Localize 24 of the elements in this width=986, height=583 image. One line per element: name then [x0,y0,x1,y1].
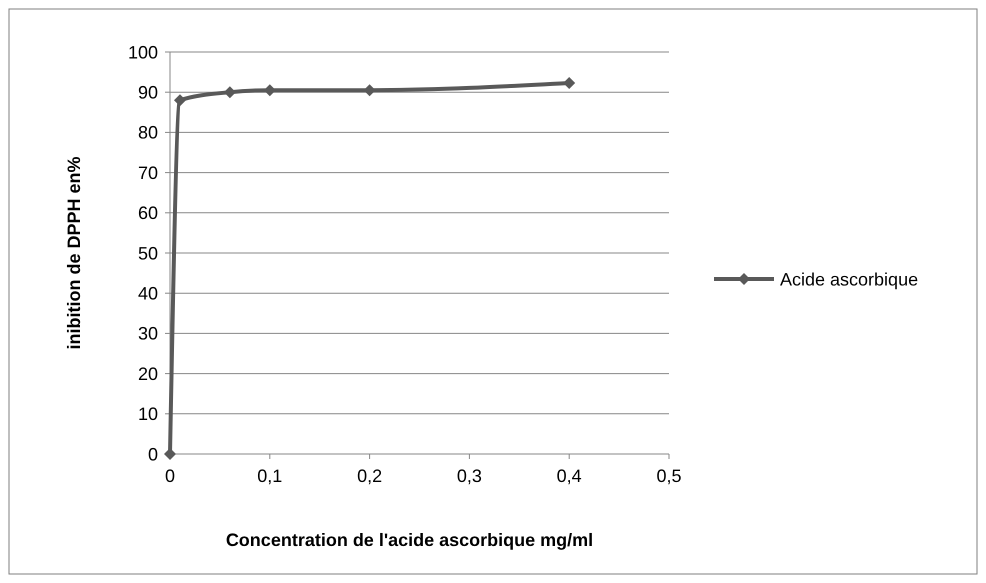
point [224,86,236,98]
y-tick-label: 20 [138,364,158,384]
x-tick-label: 0,3 [456,466,482,486]
y-tick-label: 100 [128,42,158,62]
y-tick-label: 60 [138,203,158,224]
y-tick-label: 40 [138,284,158,304]
y-tick-label: 30 [138,324,158,344]
x-tick-label: 0,2 [357,466,382,486]
y-axis-title: inibition de DPPH en% [64,156,84,350]
point [164,448,176,460]
y-tick-label: 70 [138,162,158,183]
x-tick-label: 0,1 [257,466,282,486]
y-tick-label: 80 [138,122,158,143]
point [563,76,576,89]
x-axis-title: Concentration de l'acide ascorbique mg/ml [226,530,594,550]
legend-label: Acide ascorbique [780,269,918,290]
x-tick-label: 0,5 [656,466,682,486]
y-tick-label: 10 [138,404,158,424]
x-tick-label: 0,4 [556,466,582,486]
x-tick-label: 0 [164,466,176,486]
y-tick-label: 0 [148,444,158,464]
point [174,94,186,106]
y-tick-label: 50 [138,243,158,264]
y-tick-label: 90 [138,82,158,102]
